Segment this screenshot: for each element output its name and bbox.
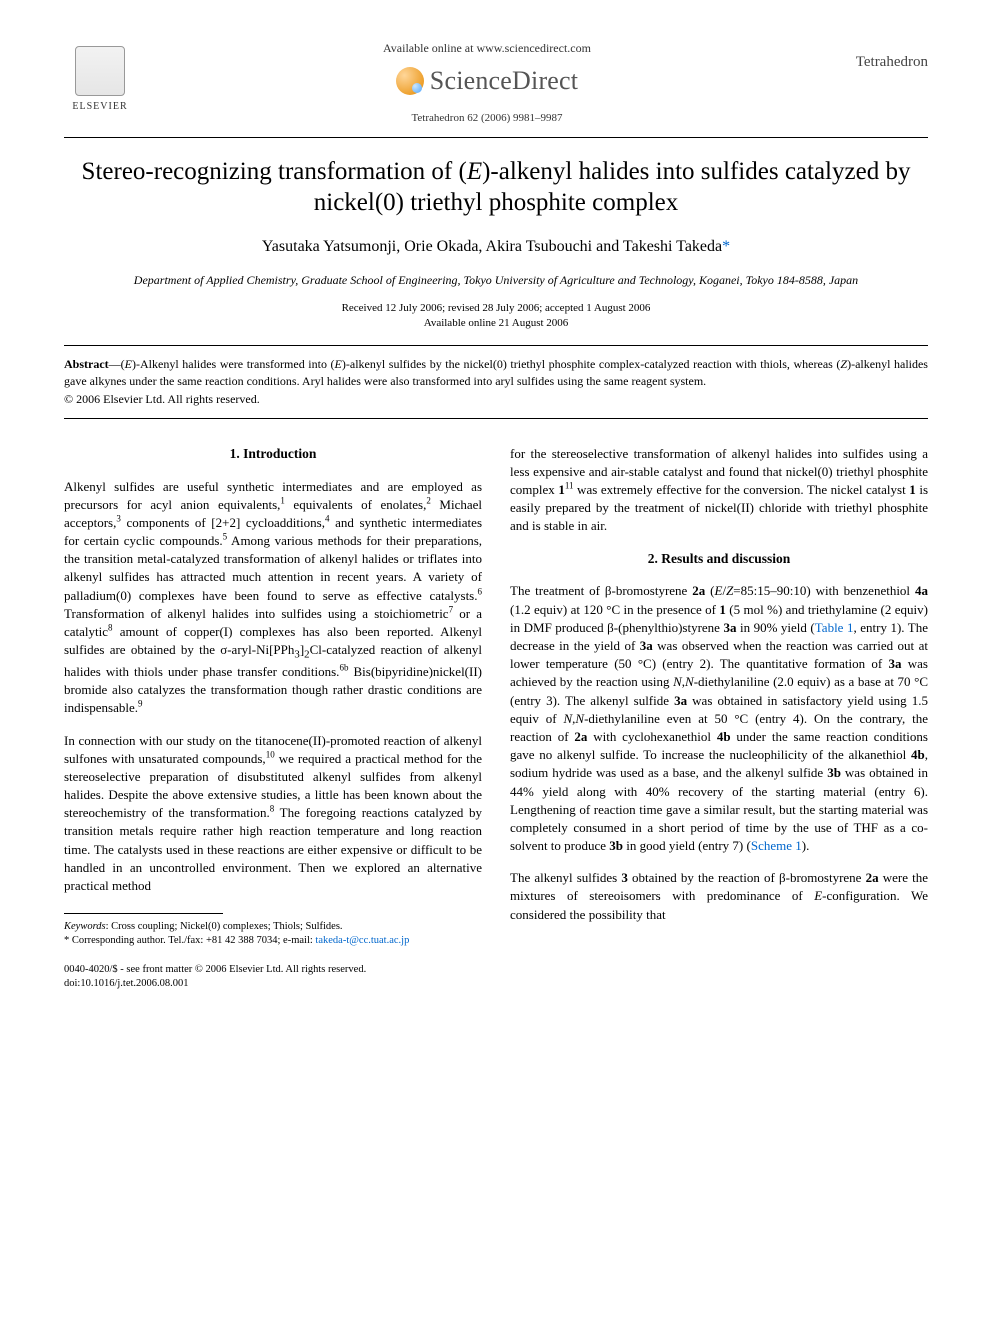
doi-line: doi:10.1016/j.tet.2006.08.001	[64, 977, 482, 991]
available-online-line: Available online at www.sciencedirect.co…	[136, 40, 838, 57]
sciencedirect-name: ScienceDirect	[430, 63, 578, 99]
footnote-corresponding: * Corresponding author. Tel./fax: +81 42…	[64, 934, 482, 948]
article-dates: Received 12 July 2006; revised 28 July 2…	[64, 301, 928, 332]
page-header: ELSEVIER Available online at www.science…	[64, 40, 928, 127]
intro-paragraph-2: In connection with our study on the tita…	[64, 732, 482, 896]
elsevier-tree-icon	[75, 46, 125, 96]
elsevier-label: ELSEVIER	[72, 100, 127, 114]
abstract-text: Abstract—(E)-Alkenyl halides were transf…	[64, 356, 928, 388]
journal-name: Tetrahedron	[838, 52, 928, 73]
two-column-body: 1. Introduction Alkenyl sulfides are use…	[64, 445, 928, 991]
authors-line: Yasutaka Yatsumonji, Orie Okada, Akira T…	[64, 236, 928, 258]
footnote-keywords: Keywords: Cross coupling; Nickel(0) comp…	[64, 920, 482, 934]
dates-received: Received 12 July 2006; revised 28 July 2…	[64, 301, 928, 316]
section-head-introduction: 1. Introduction	[64, 445, 482, 464]
intro-paragraph-2-cont: for the stereoselective transformation o…	[510, 445, 928, 536]
center-header: Available online at www.sciencedirect.co…	[136, 40, 838, 127]
top-rule	[64, 137, 928, 138]
journal-reference: Tetrahedron 62 (2006) 9981–9987	[136, 111, 838, 126]
front-matter-line: 0040-4020/$ - see front matter © 2006 El…	[64, 963, 482, 977]
abstract-bottom-rule	[64, 418, 928, 419]
dates-online: Available online 21 August 2006	[64, 316, 928, 331]
sciencedirect-logo: ScienceDirect	[396, 63, 578, 99]
section-head-results: 2. Results and discussion	[510, 550, 928, 569]
abstract-copyright: © 2006 Elsevier Ltd. All rights reserved…	[64, 391, 928, 408]
article-title: Stereo-recognizing transformation of (E)…	[64, 156, 928, 219]
footnote-rule	[64, 913, 223, 914]
results-paragraph-1: The treatment of β-bromostyrene 2a (E/Z=…	[510, 582, 928, 855]
affiliation: Department of Applied Chemistry, Graduat…	[64, 272, 928, 288]
right-column: for the stereoselective transformation o…	[510, 445, 928, 991]
abstract-top-rule	[64, 345, 928, 346]
results-paragraph-2: The alkenyl sulfides 3 obtained by the r…	[510, 869, 928, 924]
left-column: 1. Introduction Alkenyl sulfides are use…	[64, 445, 482, 991]
sciencedirect-ball-icon	[396, 67, 424, 95]
doi-block: 0040-4020/$ - see front matter © 2006 El…	[64, 963, 482, 991]
intro-paragraph-1: Alkenyl sulfides are useful synthetic in…	[64, 478, 482, 718]
elsevier-logo: ELSEVIER	[64, 40, 136, 120]
footnotes-block: Keywords: Cross coupling; Nickel(0) comp…	[64, 920, 482, 948]
